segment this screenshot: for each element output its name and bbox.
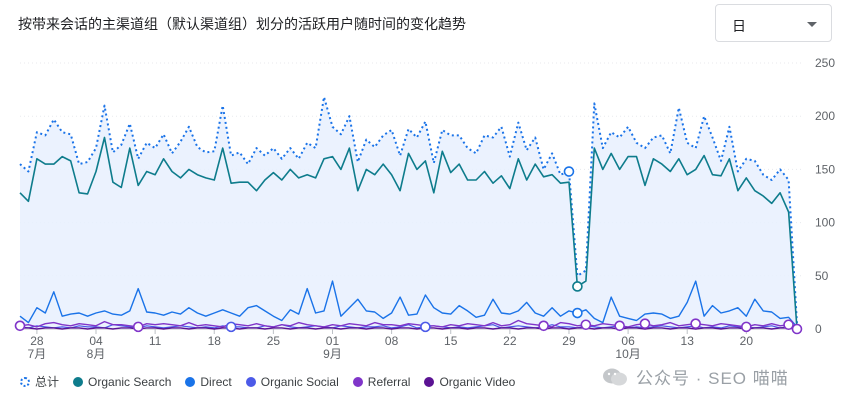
series-line-referral xyxy=(19,319,798,330)
y-tick-label: 0 xyxy=(815,322,822,336)
watermark: 公众号 · SEO 喵喵 xyxy=(602,364,789,389)
legend-swatch xyxy=(20,376,30,387)
x-tick-label: 08 xyxy=(385,334,399,348)
series-line-organic-video xyxy=(20,327,798,330)
x-tick-label: 04 xyxy=(89,334,103,348)
y-tick-label: 50 xyxy=(815,269,829,283)
legend-item-organic-social[interactable]: Organic Social xyxy=(245,374,339,389)
chevron-down-icon xyxy=(807,22,817,27)
data-point-marker xyxy=(791,323,803,335)
y-tick-label: 100 xyxy=(815,216,835,230)
x-tick-label: 20 xyxy=(740,334,754,348)
data-point-marker xyxy=(225,321,237,333)
y-tick-label: 200 xyxy=(815,109,835,123)
x-tick-label: 15 xyxy=(444,334,458,348)
data-point-marker xyxy=(538,320,549,332)
data-point-marker xyxy=(572,281,583,292)
legend-label: Organic Social xyxy=(260,374,339,389)
granularity-value: 日 xyxy=(732,18,746,34)
series-line-organic-search xyxy=(19,136,798,330)
legend-swatch xyxy=(424,376,435,387)
x-tick-label: 18 xyxy=(208,334,222,348)
data-point-marker xyxy=(420,321,431,333)
legend-label: Organic Video xyxy=(439,374,516,389)
series-line-总计 xyxy=(19,96,798,324)
legend-swatch xyxy=(352,376,363,387)
data-point-marker xyxy=(614,320,625,332)
wechat-icon xyxy=(603,368,627,385)
data-point-marker xyxy=(14,320,26,332)
x-tick-label: 13 xyxy=(681,334,695,348)
x-tick-month-label: 9月 xyxy=(323,347,342,361)
x-tick-label: 29 xyxy=(562,334,576,348)
data-point-marker xyxy=(563,166,575,177)
y-tick-label: 150 xyxy=(815,162,835,176)
legend-item-total[interactable]: 总计 xyxy=(20,373,59,390)
series-area-total xyxy=(20,97,797,329)
legend-swatch xyxy=(73,376,84,387)
data-point-marker xyxy=(639,318,651,329)
x-tick-label: 28 xyxy=(30,334,44,348)
x-tick-month-label: 7月 xyxy=(28,347,47,361)
legend-swatch xyxy=(245,376,256,387)
data-point-marker xyxy=(690,318,701,329)
legend-label: Direct xyxy=(200,374,232,389)
data-point-marker xyxy=(132,321,144,333)
data-point-marker xyxy=(580,319,592,331)
x-tick-month-label: 8月 xyxy=(87,347,106,361)
legend-label: Referral xyxy=(367,374,411,389)
legend-swatch xyxy=(185,376,196,387)
x-tick-month-label: 10月 xyxy=(615,347,640,361)
x-tick-label: 01 xyxy=(326,334,340,348)
x-tick-label: 25 xyxy=(267,334,281,348)
data-point-marker xyxy=(572,307,583,319)
granularity-dropdown[interactable]: 日 xyxy=(715,4,832,42)
legend-label: Organic Search xyxy=(88,374,172,389)
watermark-text: 公众号 · SEO 喵喵 xyxy=(636,369,789,388)
series-line-organic-social xyxy=(19,324,798,330)
legend-item-organic-search[interactable]: Organic Search xyxy=(73,375,171,389)
chart-legend: 总计 Organic Search Direct Organic Social … xyxy=(20,373,529,390)
x-tick-label: 06 xyxy=(621,334,635,348)
x-tick-label: 11 xyxy=(149,334,162,348)
legend-item-organic-video[interactable]: Organic Video xyxy=(424,375,515,389)
legend-item-referral[interactable]: Referral xyxy=(352,374,411,389)
y-tick-label: 250 xyxy=(815,56,835,70)
series-line-direct xyxy=(19,280,798,328)
chart-title: 按带来会话的主渠道组（默认渠道组）划分的活跃用户随时间的变化趋势 xyxy=(18,16,466,32)
data-point-marker xyxy=(783,319,794,331)
data-point-marker xyxy=(741,321,752,333)
legend-label: 总计 xyxy=(35,375,60,389)
legend-item-direct[interactable]: Direct xyxy=(185,374,232,389)
x-tick-label: 22 xyxy=(503,334,517,348)
